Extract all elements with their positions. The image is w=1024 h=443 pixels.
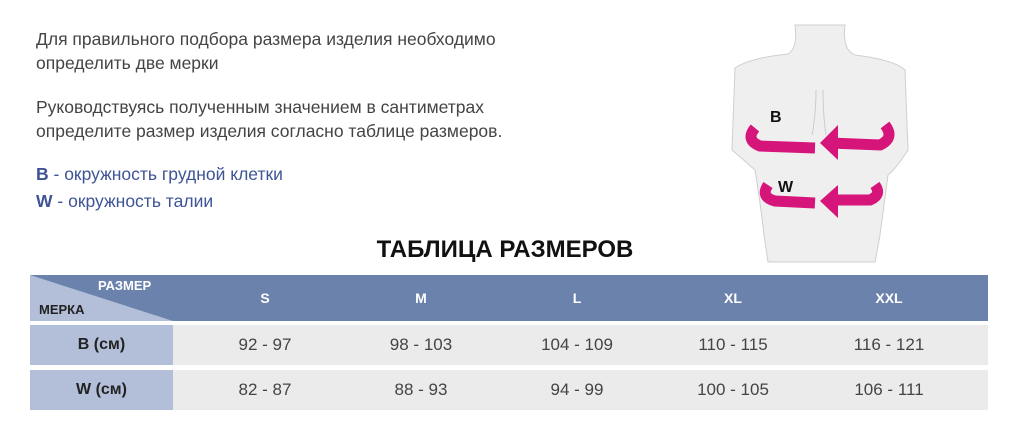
corner-size-label: РАЗМЕР: [98, 278, 152, 293]
table-row: W (см) 82 - 87 88 - 93 94 - 99 100 - 105…: [30, 370, 988, 410]
corner-diagonal: [30, 275, 173, 321]
table-cell: 116 - 121: [853, 335, 925, 354]
legend-key: W: [36, 191, 53, 211]
table-cell: 104 - 109: [541, 335, 613, 354]
chest-arrow-icon: [745, 121, 895, 154]
table-header-row: РАЗМЕР МЕРКА S M L XL XXL: [30, 275, 988, 321]
intro-paragraph-1: Для правильного подбора размера изделия …: [36, 27, 496, 75]
torso-illustration: B W: [731, 24, 909, 263]
intro-line: определите размер изделия согласно табли…: [36, 121, 503, 141]
table-cell: 100 - 105: [697, 380, 769, 399]
row-label: W (см): [30, 370, 173, 410]
table-cell: 82 - 87: [238, 380, 292, 399]
label-b: B: [770, 109, 782, 126]
waist-arrowhead: [820, 185, 838, 218]
table-row: B (см) 92 - 97 98 - 103 104 - 109 110 - …: [30, 325, 988, 365]
legend-w: W - окружность талии: [36, 191, 213, 212]
size-header: L: [572, 290, 582, 306]
table-cell: 110 - 115: [698, 335, 768, 354]
chest-arrowhead: [820, 125, 838, 160]
legend-text: - окружность грудной клетки: [48, 164, 283, 184]
intro-line: Для правильного подбора размера изделия …: [36, 29, 496, 49]
size-table: РАЗМЕР МЕРКА S M L XL XXL B (см) 92 - 97…: [30, 275, 988, 415]
legend-text: - окружность талии: [52, 191, 214, 211]
table-cell: 92 - 97: [238, 335, 292, 354]
row-label: B (см): [30, 325, 173, 365]
header-cells: S M L XL XXL: [173, 275, 988, 321]
table-cell: 98 - 103: [389, 335, 453, 354]
legend-key: B: [36, 164, 49, 184]
spine-line: [811, 89, 827, 136]
size-header: S: [260, 290, 270, 306]
size-header: M: [415, 290, 427, 306]
size-header: XXL: [875, 290, 903, 306]
table-title: ТАБЛИЦА РАЗМЕРОВ: [376, 236, 634, 263]
table-cell: 106 - 111: [854, 380, 924, 399]
intro-line: Руководствуясь полученным значением в са…: [36, 97, 485, 117]
intro-paragraph-2: Руководствуясь полученным значением в са…: [36, 95, 502, 143]
corner-measure-label: МЕРКА: [39, 302, 85, 317]
intro-line: определить две мерки: [36, 53, 219, 73]
waist-arrow-icon: [759, 181, 884, 209]
size-header: XL: [724, 290, 742, 306]
table-cell: 94 - 99: [550, 380, 604, 399]
label-w: W: [778, 179, 794, 196]
table-cell: 88 - 93: [394, 380, 448, 399]
legend-b: B - окружность грудной клетки: [36, 164, 283, 185]
